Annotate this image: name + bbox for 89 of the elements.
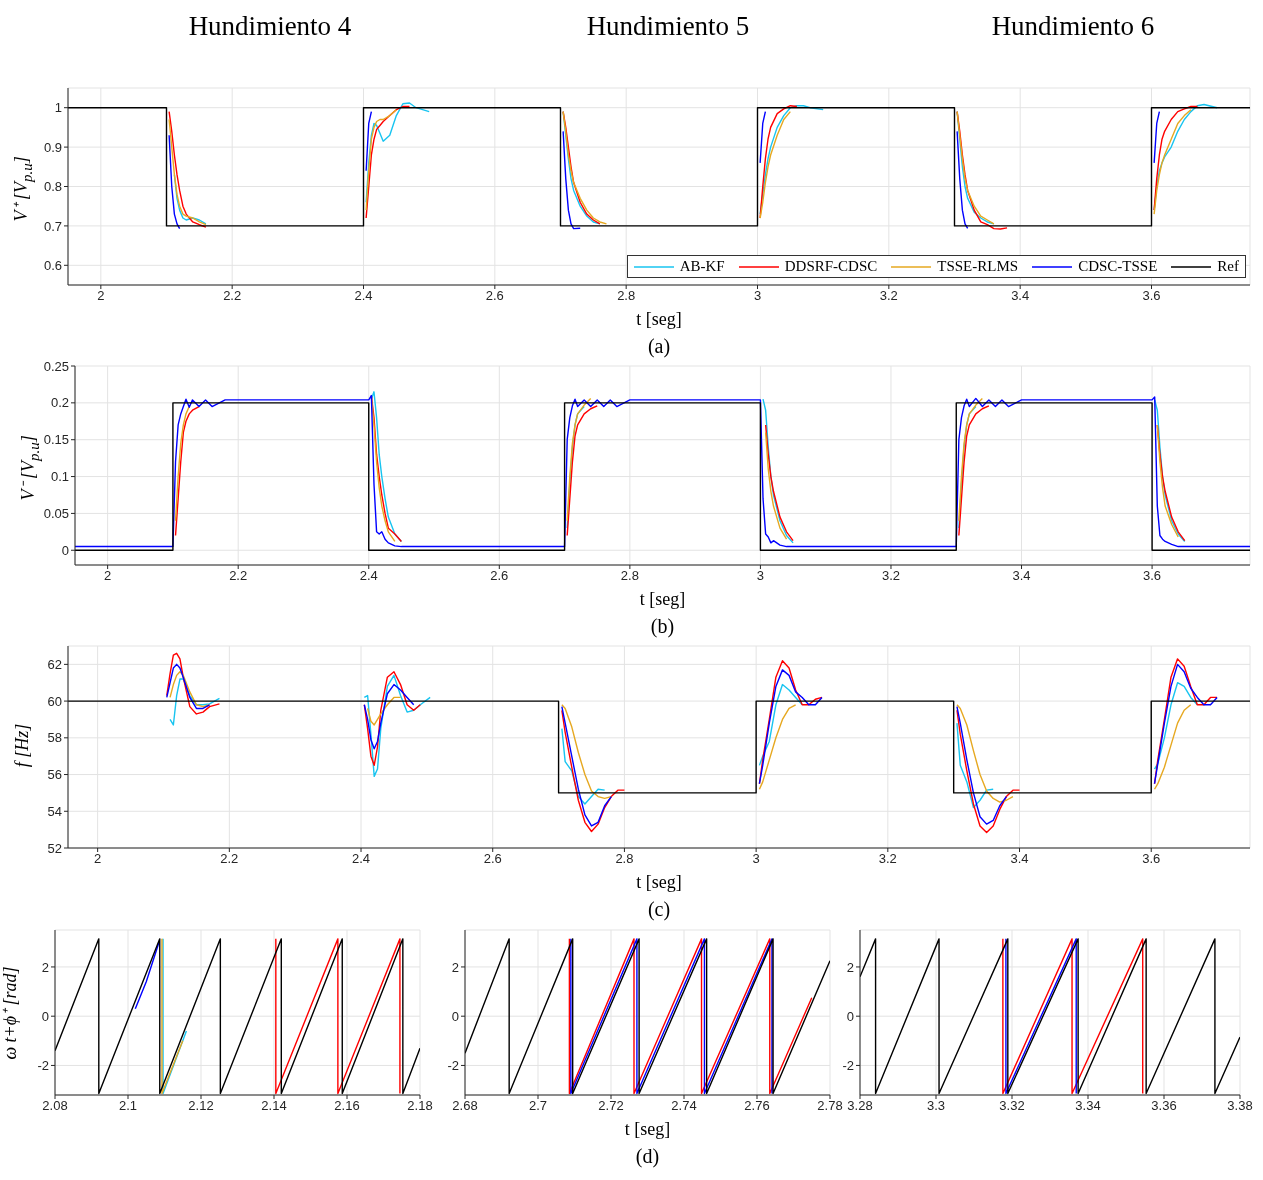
x-tick-label: 3.4: [1012, 568, 1031, 584]
x-tick-label: 3.6: [1142, 288, 1161, 304]
x-tick-label: 2: [97, 288, 105, 304]
y-tick-label: 0.9: [43, 139, 62, 155]
legend-label: CDSC-TSSE: [1078, 258, 1158, 275]
y-tick-label: -2: [37, 1058, 49, 1074]
x-tick-label: 3.34: [1075, 1098, 1101, 1114]
x-tick-label: 3: [752, 851, 760, 867]
x-tick-label: 2.16: [334, 1098, 360, 1114]
y-tick-label: 0: [41, 1008, 49, 1024]
y-tick-label: 0.15: [43, 432, 69, 448]
x-tick-label: 2.18: [407, 1098, 433, 1114]
legend-label: TSSE-RLMS: [937, 258, 1019, 275]
y-tick-label: 62: [47, 656, 62, 672]
x-tick-label: 2.8: [620, 568, 639, 584]
x-tick-label: 3.32: [999, 1098, 1025, 1114]
x-tick-label: 2.08: [42, 1098, 68, 1114]
y-tick-label: 0.1: [50, 469, 69, 485]
x-tick-label: 2.76: [744, 1098, 770, 1114]
x-tick-label: 2.6: [485, 288, 504, 304]
x-tick-label: 2.68: [452, 1098, 478, 1114]
y-tick-label: 0: [61, 542, 69, 558]
y-tick-label: 60: [47, 693, 62, 709]
x-tick-label: 3.2: [879, 288, 898, 304]
x-tick-label: 2.4: [354, 288, 373, 304]
x-tick-label: 3.28: [847, 1098, 873, 1114]
x-tick-label: 2: [94, 851, 102, 867]
y-tick-label: 0.25: [43, 358, 69, 374]
x-tick-label: 3.2: [878, 851, 897, 867]
y-tick-label: 0.05: [43, 506, 69, 522]
x-tick-label: 2.8: [617, 288, 636, 304]
y-tick-label: 58: [47, 730, 62, 746]
text: Hundimiento 6: [990, 11, 1156, 42]
x-tick-label: 3.38: [1227, 1098, 1253, 1114]
x-axis-title: t [seg]: [635, 872, 683, 893]
y-tick-label: 2: [41, 959, 49, 975]
x-tick-label: 2: [104, 568, 112, 584]
x-tick-label: 2.78: [817, 1098, 843, 1114]
y-tick-label: 0.6: [43, 257, 62, 273]
y-tick-label: -2: [842, 1058, 854, 1074]
x-axis-title: t [seg]: [635, 309, 683, 330]
x-tick-label: 2.74: [671, 1098, 697, 1114]
y-tick-label: 0.2: [50, 395, 69, 411]
x-tick-label: 3.2: [881, 568, 901, 584]
y-tick-label: 2: [846, 959, 854, 975]
x-tick-label: 3.4: [1010, 851, 1029, 867]
text: (c): [646, 898, 672, 921]
x-tick-label: 3.3: [926, 1098, 946, 1114]
text: (a): [646, 335, 672, 358]
x-tick-label: 2.4: [359, 568, 378, 584]
y-tick-label: 0.8: [43, 179, 62, 195]
x-tick-label: 3.36: [1151, 1098, 1177, 1114]
x-tick-label: 3.6: [1142, 851, 1161, 867]
y-tick-label: 52: [47, 840, 62, 856]
text: (d): [634, 1145, 661, 1168]
x-tick-label: 2.2: [220, 851, 239, 867]
y-tick-label: 56: [47, 767, 62, 783]
text: (b): [649, 615, 676, 638]
x-tick-label: 2.12: [188, 1098, 214, 1114]
y-tick-label: -2: [447, 1058, 459, 1074]
y-tick-label: 0: [451, 1008, 459, 1024]
y-tick-label: 0: [846, 1008, 854, 1024]
x-tick-label: 2.7: [528, 1098, 548, 1114]
text: Hundimiento 4: [187, 11, 353, 42]
x-tick-label: 2.8: [615, 851, 634, 867]
x-tick-label: 2.72: [598, 1098, 624, 1114]
x-tick-label: 2.4: [351, 851, 371, 867]
x-tick-label: 2.6: [490, 568, 509, 584]
x-tick-label: 3.4: [1011, 288, 1030, 304]
x-axis-title: t [seg]: [638, 589, 687, 610]
y-tick-label: 2: [451, 959, 459, 975]
y-axis-title: f [Hz]: [11, 722, 33, 770]
y-tick-label: 54: [47, 803, 62, 819]
x-tick-label: 2.1: [118, 1098, 138, 1114]
x-tick-label: 3.6: [1143, 568, 1162, 584]
y-axis-title: ω t+ϕ⁺ [rad]: [0, 964, 21, 1062]
x-tick-label: 3: [753, 288, 762, 304]
x-tick-label: 2.6: [483, 851, 502, 867]
x-tick-label: 2.14: [261, 1098, 287, 1114]
legend-label: Ref: [1217, 258, 1239, 275]
y-tick-label: 1: [54, 100, 62, 116]
x-axis-title: t [seg]: [623, 1119, 672, 1140]
x-tick-label: 2.2: [223, 288, 242, 304]
legend-label: DDSRF-CDSC: [784, 258, 878, 275]
x-tick-label: 3: [756, 568, 765, 584]
y-tick-label: 0.7: [43, 218, 62, 234]
legend-label: AB-KF: [679, 258, 725, 275]
x-tick-label: 2.2: [229, 568, 248, 584]
text: Hundimiento 5: [585, 11, 751, 42]
